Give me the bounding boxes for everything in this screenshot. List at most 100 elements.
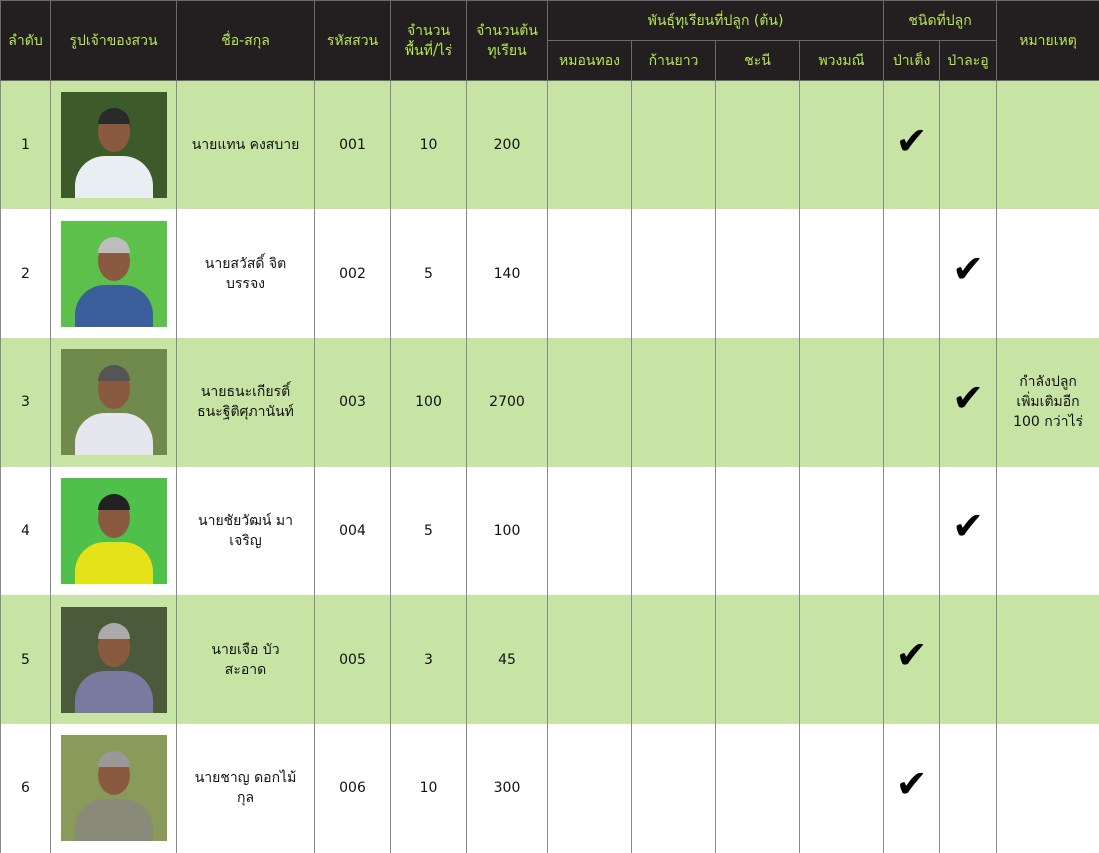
header-type: ชนิดที่ปลูก xyxy=(884,1,997,41)
cell-kanyao xyxy=(632,595,716,724)
header-monthong: หมอนทอง xyxy=(548,41,632,81)
owner-photo xyxy=(61,478,167,584)
cell-monthong xyxy=(548,81,632,210)
cell-area: 100 xyxy=(391,338,467,467)
cell-kanyao xyxy=(632,338,716,467)
cell-no: 5 xyxy=(1,595,51,724)
cell-name: นายสวัสดิ์ จิตบรรจง xyxy=(177,209,315,338)
header-puangmanee: พวงมณี xyxy=(800,41,884,81)
header-no: ลำดับ xyxy=(1,1,51,81)
cell-area: 5 xyxy=(391,467,467,596)
cell-name: นายชัยวัฒน์ มาเจริญ xyxy=(177,467,315,596)
cell-monthong xyxy=(548,467,632,596)
header-photo: รูปเจ้าของสวน xyxy=(51,1,177,81)
cell-code: 003 xyxy=(315,338,391,467)
owner-photo xyxy=(61,607,167,713)
cell-area: 10 xyxy=(391,724,467,853)
cell-no: 1 xyxy=(1,81,51,210)
cell-chani xyxy=(716,81,800,210)
cell-puangmanee xyxy=(800,209,884,338)
cell-palaoo: ✔ xyxy=(940,209,997,338)
cell-code: 001 xyxy=(315,81,391,210)
cell-chani xyxy=(716,209,800,338)
cell-palaoo xyxy=(940,81,997,210)
cell-remark: กำลังปลูก เพิ่มเติมอีก 100 กว่าไร่ xyxy=(997,338,1099,467)
check-icon: ✔ xyxy=(896,119,928,163)
header-kanyao: ก้านยาว xyxy=(632,41,716,81)
header-pateng: ป่าเต็ง xyxy=(884,41,940,81)
cell-code: 005 xyxy=(315,595,391,724)
cell-monthong xyxy=(548,338,632,467)
cell-photo xyxy=(51,467,177,596)
cell-remark xyxy=(997,81,1099,210)
cell-monthong xyxy=(548,724,632,853)
cell-trees: 140 xyxy=(467,209,548,338)
cell-monthong xyxy=(548,595,632,724)
cell-palaoo xyxy=(940,724,997,853)
cell-monthong xyxy=(548,209,632,338)
cell-no: 6 xyxy=(1,724,51,853)
cell-chani xyxy=(716,724,800,853)
cell-pateng xyxy=(884,338,940,467)
header-remark: หมายเหตุ xyxy=(997,1,1099,81)
cell-area: 5 xyxy=(391,209,467,338)
cell-area: 10 xyxy=(391,81,467,210)
check-icon: ✔ xyxy=(952,504,984,548)
header-chani: ชะนี xyxy=(716,41,800,81)
cell-palaoo: ✔ xyxy=(940,338,997,467)
cell-no: 3 xyxy=(1,338,51,467)
owner-photo xyxy=(61,92,167,198)
cell-remark xyxy=(997,595,1099,724)
cell-pateng: ✔ xyxy=(884,724,940,853)
cell-name: นายชาญ ดอกไม้กุล xyxy=(177,724,315,853)
owner-photo xyxy=(61,349,167,455)
cell-photo xyxy=(51,724,177,853)
cell-code: 006 xyxy=(315,724,391,853)
cell-pateng xyxy=(884,467,940,596)
cell-code: 002 xyxy=(315,209,391,338)
cell-trees: 300 xyxy=(467,724,548,853)
cell-code: 004 xyxy=(315,467,391,596)
cell-puangmanee xyxy=(800,81,884,210)
cell-trees: 2700 xyxy=(467,338,548,467)
cell-puangmanee xyxy=(800,338,884,467)
check-icon: ✔ xyxy=(952,376,984,420)
header-trees: จำนวนต้นทุเรียน xyxy=(467,1,548,81)
cell-area: 3 xyxy=(391,595,467,724)
check-icon: ✔ xyxy=(896,762,928,806)
cell-palaoo xyxy=(940,595,997,724)
cell-name: นายเจือ บัวสะอาด xyxy=(177,595,315,724)
check-icon: ✔ xyxy=(896,633,928,677)
cell-trees: 200 xyxy=(467,81,548,210)
cell-no: 4 xyxy=(1,467,51,596)
cell-kanyao xyxy=(632,467,716,596)
cell-puangmanee xyxy=(800,724,884,853)
cell-chani xyxy=(716,595,800,724)
cell-remark xyxy=(997,209,1099,338)
cell-chani xyxy=(716,467,800,596)
cell-puangmanee xyxy=(800,595,884,724)
header-area: จำนวนพื้นที่/ไร่ xyxy=(391,1,467,81)
cell-kanyao xyxy=(632,81,716,210)
cell-kanyao xyxy=(632,724,716,853)
cell-remark xyxy=(997,724,1099,853)
cell-pateng: ✔ xyxy=(884,81,940,210)
cell-remark xyxy=(997,467,1099,596)
cell-photo xyxy=(51,81,177,210)
header-code: รหัสสวน xyxy=(315,1,391,81)
cell-palaoo: ✔ xyxy=(940,467,997,596)
owner-photo xyxy=(61,735,167,841)
cell-name: นายธนะเกียรติ์ ธนะฐิติศุภานันท์ xyxy=(177,338,315,467)
cell-photo xyxy=(51,338,177,467)
header-name: ชื่อ-สกุล xyxy=(177,1,315,81)
owner-photo xyxy=(61,221,167,327)
cell-puangmanee xyxy=(800,467,884,596)
